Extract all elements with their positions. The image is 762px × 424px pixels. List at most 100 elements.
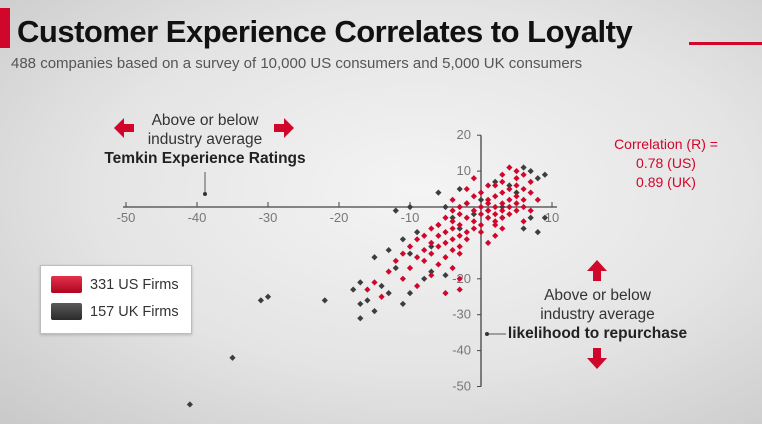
data-point-us: [435, 221, 442, 229]
data-point-us: [428, 272, 435, 279]
data-point-us: [456, 221, 463, 229]
x-tick-label: -40: [188, 210, 207, 225]
data-point-us: [520, 196, 527, 203]
legend-label-uk: 157 UK Firms: [90, 303, 179, 320]
data-point-us: [527, 207, 534, 214]
y-tick-label: 10: [457, 163, 471, 178]
data-point-uk: [186, 401, 193, 408]
data-point-uk: [456, 185, 463, 193]
data-point-uk: [406, 290, 414, 297]
data-point-us: [506, 196, 513, 203]
data-point-us: [492, 203, 499, 211]
correlation-annotation: Correlation (R) = 0.78 (US) 0.89 (UK): [596, 135, 736, 192]
data-point-uk: [527, 168, 534, 175]
data-point-us: [513, 182, 520, 189]
right-arrow-icon: [274, 118, 294, 138]
data-point-us: [499, 178, 506, 185]
data-point-us: [477, 229, 485, 236]
data-point-us: [513, 175, 520, 182]
data-point-uk: [385, 246, 392, 254]
correlation-us: 0.78 (US): [636, 155, 696, 171]
data-point-us: [499, 171, 506, 178]
data-point-us: [456, 243, 463, 250]
x-note-line2: industry average: [147, 131, 263, 148]
data-point-us: [520, 218, 527, 225]
y-note-line3: likelihood to repurchase: [507, 325, 688, 342]
data-point-us: [520, 185, 527, 193]
data-point-us: [428, 250, 435, 257]
data-point-us: [449, 246, 456, 254]
data-point-us: [414, 282, 421, 290]
data-point-us: [492, 211, 499, 218]
data-point-us: [470, 225, 477, 232]
x-tick-label: -20: [330, 210, 349, 225]
data-point-uk: [534, 229, 541, 236]
x-note-line3: Temkin Experience Ratings: [104, 150, 306, 167]
data-point-uk: [506, 182, 513, 189]
correlation-line1: Correlation (R) =: [614, 136, 718, 152]
data-point-us: [463, 185, 470, 193]
y-tick-label: -30: [452, 307, 471, 322]
data-point-us: [527, 178, 534, 185]
data-point-uk: [449, 214, 456, 221]
legend-item-us: 331 US Firms: [51, 276, 179, 293]
y-note-leader-dot: [485, 332, 489, 336]
data-point-us: [449, 218, 456, 225]
data-point-us: [371, 279, 378, 286]
data-point-us: [442, 254, 449, 261]
data-point-us: [442, 214, 449, 221]
data-point-us: [449, 207, 456, 214]
y-note-line1: Above or below: [544, 287, 651, 304]
data-point-uk: [378, 282, 385, 290]
data-point-uk: [399, 300, 406, 308]
data-point-us: [499, 200, 506, 207]
data-point-us: [485, 214, 492, 221]
data-point-us: [506, 211, 513, 218]
data-point-us: [456, 250, 463, 257]
data-point-us: [499, 225, 506, 232]
data-point-uk: [541, 171, 548, 178]
data-point-uk: [357, 279, 364, 286]
data-point-us: [442, 239, 449, 246]
data-point-us: [406, 243, 414, 250]
data-point-us: [520, 171, 527, 178]
data-point-us: [534, 196, 541, 203]
direction-arrows: [114, 118, 607, 369]
chart-subtitle: 488 companies based on a survey of 10,00…: [11, 55, 583, 72]
data-point-us: [485, 196, 492, 203]
data-point-us: [485, 200, 492, 207]
data-point-us: [428, 225, 435, 232]
data-point-us: [492, 193, 499, 200]
data-point-uk: [428, 268, 435, 275]
data-point-us: [456, 211, 463, 218]
data-point-us: [435, 261, 442, 268]
data-point-uk: [371, 254, 378, 261]
data-point-uk: [428, 243, 435, 250]
correlation-uk: 0.89 (UK): [636, 174, 696, 190]
legend-item-uk: 157 UK Firms: [51, 303, 179, 320]
data-point-us: [470, 207, 477, 214]
y-note-line2: industry average: [540, 306, 655, 323]
data-point-us: [470, 175, 477, 182]
x-tick-label: 10: [545, 210, 559, 225]
data-point-us: [378, 293, 385, 300]
data-point-uk: [229, 354, 236, 361]
y-tick-label: 20: [457, 127, 471, 142]
data-point-us: [513, 200, 520, 207]
data-point-us: [513, 193, 520, 200]
x-note-leader-dot: [203, 192, 207, 196]
data-point-us: [506, 164, 513, 171]
data-point-us: [506, 185, 513, 193]
data-point-us: [399, 275, 406, 282]
data-point-uk: [456, 225, 463, 232]
data-point-uk: [492, 178, 499, 185]
data-point-uk: [520, 164, 527, 171]
data-point-us: [520, 203, 527, 211]
data-point-us: [456, 286, 463, 293]
data-point-us: [442, 290, 449, 297]
y-tick-label: -50: [452, 379, 471, 394]
data-point-us: [492, 218, 499, 225]
data-point-uk: [534, 175, 541, 182]
